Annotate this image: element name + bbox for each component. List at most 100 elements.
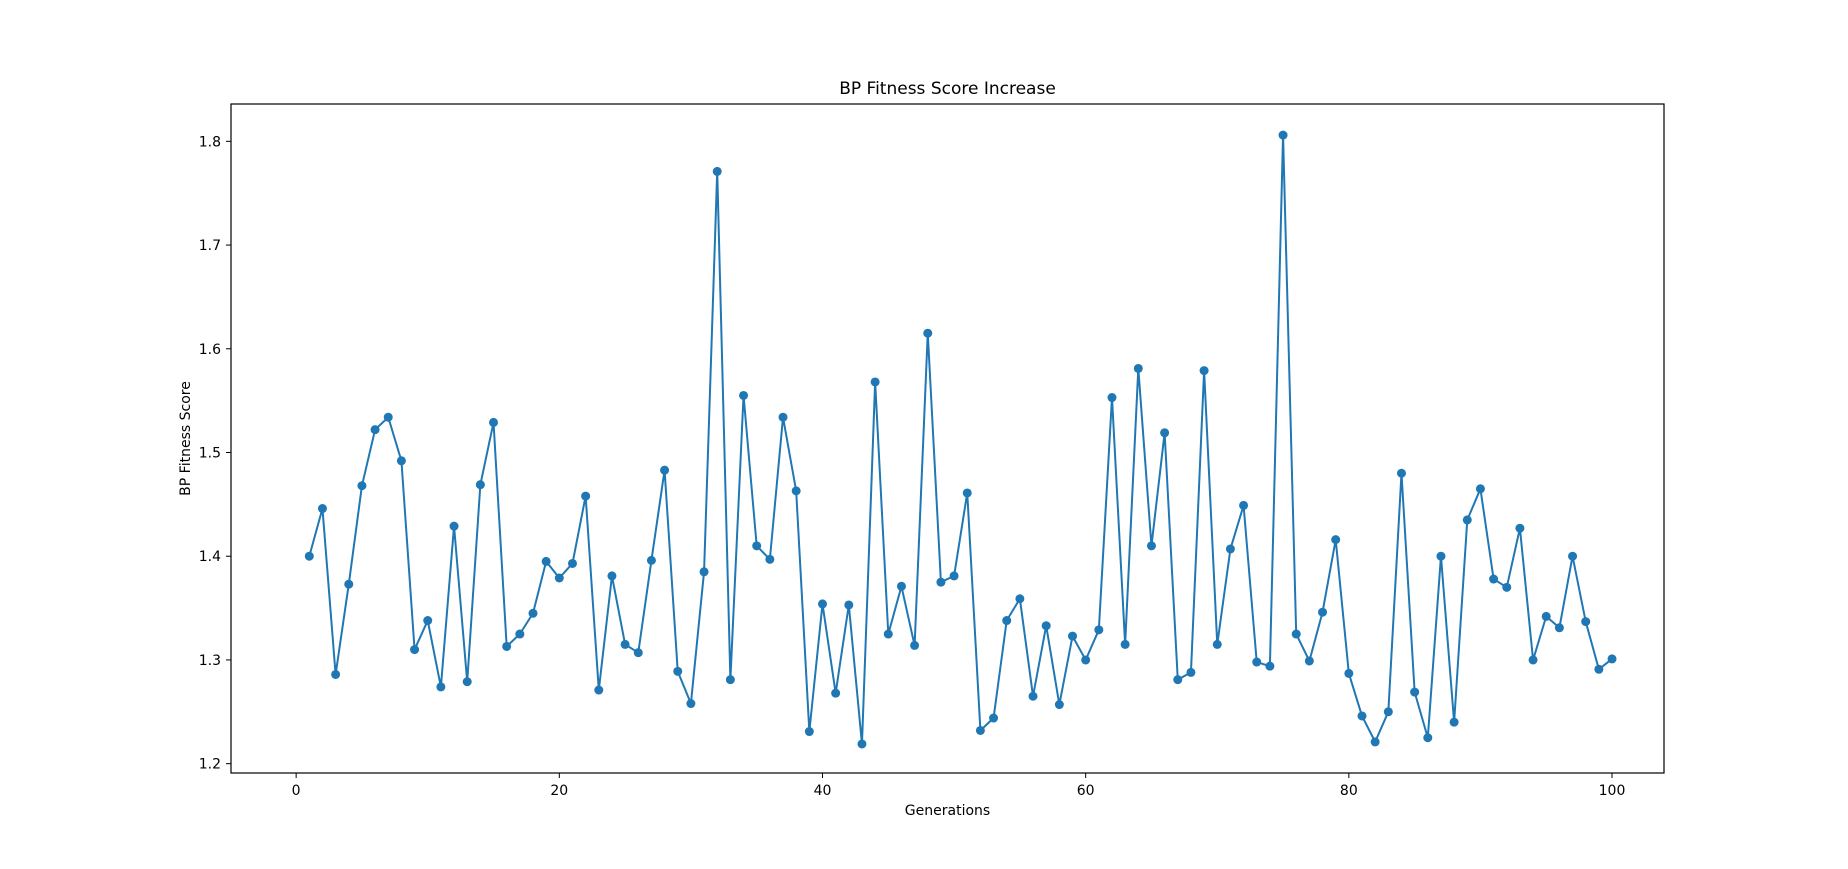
y-tick-label: 1.6 (199, 342, 221, 358)
data-point (765, 554, 775, 564)
data-point (1357, 711, 1367, 721)
data-point (1094, 625, 1104, 635)
data-point (883, 629, 893, 639)
data-point (1304, 656, 1314, 666)
x-tick-label: 0 (292, 783, 301, 799)
data-point (725, 675, 735, 685)
y-tick-label: 1.5 (199, 446, 221, 462)
y-tick-label: 1.2 (199, 757, 221, 773)
data-point (1002, 616, 1012, 626)
data-point (712, 166, 722, 176)
data-point (1160, 428, 1170, 438)
data-point (804, 727, 814, 737)
data-point (1423, 733, 1433, 743)
data-point (1331, 535, 1341, 545)
y-tick-label: 1.3 (199, 653, 221, 669)
data-point (317, 504, 327, 514)
y-tick-label: 1.7 (199, 238, 221, 254)
data-point (304, 551, 314, 561)
data-point (357, 481, 367, 491)
data-point (1449, 717, 1459, 727)
x-tick-label: 80 (1340, 783, 1358, 799)
data-point (410, 645, 420, 655)
data-point (699, 567, 709, 577)
data-point (423, 616, 433, 626)
data-point (1318, 607, 1328, 617)
data-point (660, 465, 670, 475)
data-points (304, 130, 1617, 749)
data-point (502, 641, 512, 651)
data-point (1146, 541, 1156, 551)
data-point (331, 669, 341, 679)
data-point (1107, 393, 1117, 403)
data-point (396, 456, 406, 466)
data-point (1541, 611, 1551, 621)
data-point (370, 425, 380, 435)
data-point (1554, 623, 1564, 633)
data-point (1475, 484, 1485, 494)
data-point (1186, 667, 1196, 677)
data-point (923, 328, 933, 338)
data-point (489, 417, 499, 427)
data-point (752, 541, 762, 551)
data-point (975, 725, 985, 735)
data-point (989, 713, 999, 723)
y-axis-label: BP Fitness Score (178, 381, 194, 496)
data-point (475, 480, 485, 490)
data-point (870, 377, 880, 387)
x-tick-label: 100 (1599, 783, 1626, 799)
data-point (1594, 664, 1604, 674)
x-tick-label: 60 (1077, 783, 1095, 799)
data-point (449, 521, 459, 531)
data-point (791, 486, 801, 496)
data-point (1462, 515, 1472, 525)
data-point (554, 573, 564, 583)
data-point (646, 555, 656, 565)
data-point (515, 629, 525, 639)
data-point (1199, 366, 1209, 376)
data-point (462, 677, 472, 687)
data-point (1344, 668, 1354, 678)
plot-frame (230, 103, 1665, 774)
data-point (962, 488, 972, 498)
data-point (1054, 700, 1064, 710)
data-point (1396, 468, 1406, 478)
data-point (1239, 500, 1249, 510)
data-point (620, 639, 630, 649)
series-line (308, 134, 1613, 745)
data-point (1502, 582, 1512, 592)
data-point (528, 608, 538, 618)
data-point (567, 558, 577, 568)
data-point (910, 640, 920, 650)
chart-title: BP Fitness Score Increase (839, 79, 1056, 99)
data-point (844, 600, 854, 610)
data-point (594, 685, 604, 695)
x-tick-label: 20 (550, 783, 568, 799)
data-point (831, 688, 841, 698)
axis-ticks: 0 20 40 60 80 100 1.2 1.3 1.4 1.5 1.6 1.7 1.8 (199, 134, 1626, 799)
data-point (673, 666, 683, 676)
data-point (1015, 594, 1025, 604)
data-point (896, 581, 906, 591)
data-point (1120, 639, 1130, 649)
data-point (857, 739, 867, 749)
data-point (436, 682, 446, 692)
data-point (581, 491, 591, 501)
data-point (1291, 629, 1301, 639)
data-point (1489, 574, 1499, 584)
data-point (1225, 544, 1235, 554)
data-point (1068, 631, 1078, 641)
data-point (1265, 661, 1275, 671)
data-point (817, 599, 827, 609)
data-point (1515, 523, 1525, 533)
data-point (936, 577, 946, 587)
data-point (607, 571, 617, 581)
data-point (1607, 654, 1617, 664)
y-tick-label: 1.4 (199, 549, 221, 565)
data-point (1528, 655, 1538, 665)
data-point (1133, 363, 1143, 373)
data-point (633, 648, 643, 658)
data-point (1370, 737, 1380, 747)
